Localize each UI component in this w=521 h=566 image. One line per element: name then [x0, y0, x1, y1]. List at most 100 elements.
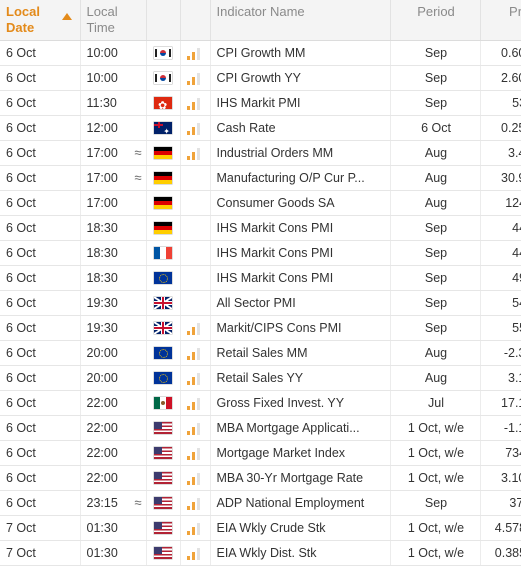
column-header-period[interactable]: Period	[390, 0, 481, 41]
row-flag-cell	[146, 240, 181, 266]
row-flag-cell	[146, 315, 181, 341]
row-time: 23:15	[86, 495, 118, 510]
row-time-cell: 17:00	[80, 190, 147, 216]
row-time-cell: 22:00	[80, 390, 147, 416]
row-time-cell: 19:30	[80, 315, 147, 341]
kr-flag-icon	[154, 47, 172, 60]
table-row[interactable]: 7 Oct 01:30 EIA Wkly Dist. Stk 1 Oct, w/e 0.…	[0, 540, 521, 566]
importance-bars-icon	[186, 372, 203, 385]
row-time: 19:30	[86, 320, 118, 335]
mx-flag-icon	[154, 397, 172, 410]
row-period: Aug	[390, 340, 481, 366]
row-indicator-name[interactable]: MBA Mortgage Applicati...	[210, 415, 391, 441]
row-date: 6 Oct	[0, 115, 81, 141]
row-prior: -2.3%	[480, 340, 521, 366]
kr-flag-icon	[154, 72, 172, 85]
column-header-local-time[interactable]: Local Time	[80, 0, 147, 41]
row-date: 6 Oct	[0, 65, 81, 91]
row-indicator-name[interactable]: Retail Sales MM	[210, 340, 391, 366]
row-indicator-name[interactable]: ADP National Employment	[210, 490, 391, 516]
row-indicator-name[interactable]: Consumer Goods SA	[210, 190, 391, 216]
row-date: 6 Oct	[0, 140, 81, 166]
row-date: 6 Oct	[0, 240, 81, 266]
column-header-prior[interactable]: Prior	[480, 0, 521, 41]
table-row[interactable]: 6 Oct 22:00 Mortgage Market Index 1 Oct, w/…	[0, 440, 521, 466]
row-time: 22:00	[86, 470, 118, 485]
table-row[interactable]: 6 Oct 17:00 Consumer Goods SAAug124.6	[0, 190, 521, 216]
row-importance-cell	[180, 165, 211, 191]
column-header-importance[interactable]	[180, 0, 211, 41]
table-row[interactable]: 6 Oct 11:30 IHS Markit PMISep53.3	[0, 90, 521, 116]
table-row[interactable]: 6 Oct 23:15 ≈ ADP National EmploymentSep374…	[0, 490, 521, 516]
row-prior: 124.6	[480, 190, 521, 216]
table-row[interactable]: 6 Oct 19:30 All Sector PMISep54.9	[0, 290, 521, 316]
row-indicator-name[interactable]: IHS Markit Cons PMI	[210, 215, 391, 241]
de-flag-icon	[154, 197, 172, 210]
row-importance-cell	[180, 515, 211, 541]
row-flag-cell	[146, 540, 181, 566]
row-indicator-name[interactable]: EIA Wkly Crude Stk	[210, 515, 391, 541]
row-indicator-name[interactable]: Manufacturing O/P Cur P...	[210, 165, 391, 191]
column-header-indicator-name[interactable]: Indicator Name	[210, 0, 391, 41]
row-period: Sep	[390, 315, 481, 341]
row-indicator-name[interactable]: Gross Fixed Invest. YY	[210, 390, 391, 416]
row-flag-cell	[146, 115, 181, 141]
row-indicator-name[interactable]: IHS Markit Cons PMI	[210, 240, 391, 266]
indicator-name-label: Indicator Name	[216, 4, 305, 19]
column-header-flag[interactable]	[146, 0, 181, 41]
table-row[interactable]: 6 Oct 19:30 Markit/CIPS Cons PMISep55.2	[0, 315, 521, 341]
column-header-local-date[interactable]: Local Date	[0, 0, 81, 41]
table-row[interactable]: 6 Oct 18:30 IHS Markit Cons PMISep44.9	[0, 240, 521, 266]
row-time: 20:00	[86, 345, 118, 360]
row-date: 6 Oct	[0, 490, 81, 516]
eu-flag-icon	[154, 372, 172, 385]
row-prior: 4.578M	[480, 515, 521, 541]
row-indicator-name[interactable]: CPI Growth YY	[210, 65, 391, 91]
importance-bars-icon	[186, 97, 203, 110]
row-indicator-name[interactable]: EIA Wkly Dist. Stk	[210, 540, 391, 566]
row-period: Jul	[390, 390, 481, 416]
row-indicator-name[interactable]: Markit/CIPS Cons PMI	[210, 315, 391, 341]
importance-bars-icon	[186, 522, 203, 535]
row-indicator-name[interactable]: IHS Markit Cons PMI	[210, 265, 391, 291]
row-importance-cell	[180, 440, 211, 466]
approx-wave-icon: ≈	[134, 494, 142, 510]
table-row[interactable]: 6 Oct 22:00 MBA Mortgage Applicati... 1 Oct…	[0, 415, 521, 441]
row-indicator-name[interactable]: Mortgage Market Index	[210, 440, 391, 466]
row-time: 01:30	[86, 520, 118, 535]
us-flag-icon	[154, 422, 172, 435]
importance-bars-icon	[186, 472, 203, 485]
row-indicator-name[interactable]: Industrial Orders MM	[210, 140, 391, 166]
row-importance-cell	[180, 240, 211, 266]
table-row[interactable]: 6 Oct 18:30 IHS Markit Cons PMISep44.6	[0, 215, 521, 241]
row-flag-cell	[146, 65, 181, 91]
row-time: 19:30	[86, 295, 118, 310]
row-indicator-name[interactable]: Retail Sales YY	[210, 365, 391, 391]
table-row[interactable]: 7 Oct 01:30 EIA Wkly Crude Stk 1 Oct, w/e 4.…	[0, 515, 521, 541]
us-flag-icon	[154, 522, 172, 535]
row-time-cell: 17:00 ≈	[80, 140, 147, 166]
row-time-cell: 19:30	[80, 290, 147, 316]
table-row[interactable]: 6 Oct 17:00 ≈ Manufacturing O/P Cur P... Aug…	[0, 165, 521, 191]
row-indicator-name[interactable]: MBA 30-Yr Mortgage Rate	[210, 465, 391, 491]
row-indicator-name[interactable]: CPI Growth MM	[210, 40, 391, 66]
row-period: 1 Oct, w/e	[390, 540, 481, 566]
row-indicator-name[interactable]: Cash Rate	[210, 115, 391, 141]
row-date: 6 Oct	[0, 265, 81, 291]
row-indicator-name[interactable]: All Sector PMI	[210, 290, 391, 316]
table-row[interactable]: 6 Oct 18:30 IHS Markit Cons PMISep49.5	[0, 265, 521, 291]
table-row[interactable]: 6 Oct 22:00 MBA 30-Yr Mortgage Rate 1 Oct, …	[0, 465, 521, 491]
row-importance-cell	[180, 290, 211, 316]
row-period: 1 Oct, w/e	[390, 465, 481, 491]
row-time-cell: 22:00	[80, 415, 147, 441]
row-time-cell: 10:00	[80, 65, 147, 91]
row-date: 6 Oct	[0, 440, 81, 466]
row-indicator-name[interactable]: IHS Markit PMI	[210, 90, 391, 116]
